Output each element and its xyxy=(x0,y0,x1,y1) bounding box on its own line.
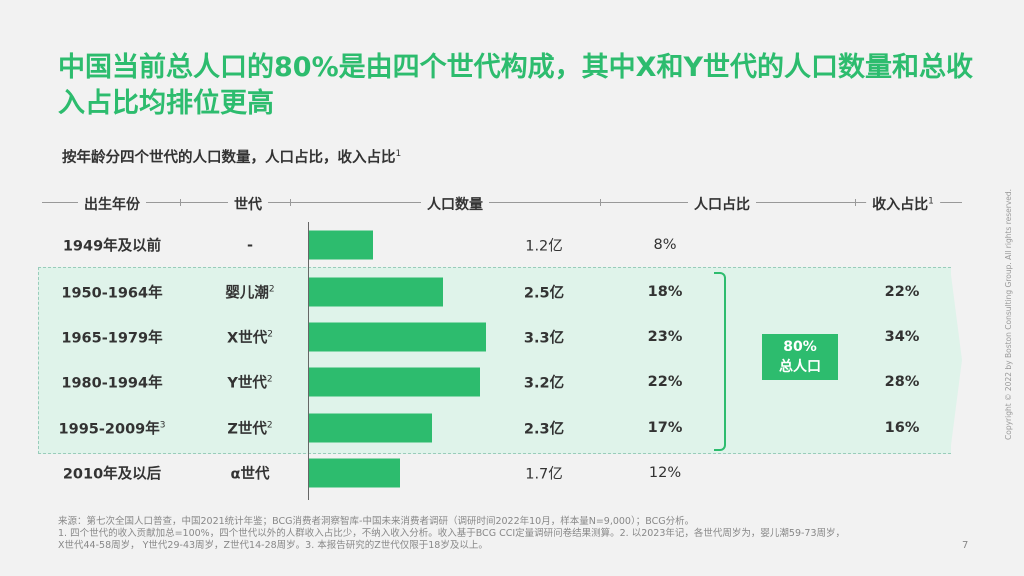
birth-text: 1995-2009年 xyxy=(58,421,160,438)
population-bar xyxy=(309,413,433,443)
generation: X世代2 xyxy=(227,327,273,348)
header-income-share: 收入占比1 xyxy=(866,194,940,214)
income-share-value: 28% xyxy=(884,374,920,390)
population-bar xyxy=(309,458,400,488)
divider-tick xyxy=(855,199,856,206)
footnote-ref: 1 xyxy=(928,196,934,207)
bar-axis xyxy=(308,222,309,500)
generation: Z世代2 xyxy=(227,418,272,439)
footnote-ref: 2 xyxy=(268,284,275,295)
footnote-ref: 2 xyxy=(266,374,273,385)
population-bar xyxy=(309,230,374,260)
birth-text: 1950-1964年 xyxy=(61,285,163,302)
total-pct: 80% xyxy=(783,339,817,355)
income-share-value: 16% xyxy=(884,420,920,436)
pop-share-value: 18% xyxy=(647,284,683,300)
bracket xyxy=(714,272,726,451)
pop-share-value: 12% xyxy=(648,465,682,481)
birth-text: 1949年及以前 xyxy=(62,238,162,255)
footnote-ref: 3 xyxy=(159,420,166,431)
birth-year: 1980-1994年 xyxy=(61,372,162,393)
chart-subtitle: 按年龄分四个世代的人口数量，人口占比，收入占比1 xyxy=(62,146,401,167)
population-value: 3.2亿 xyxy=(523,375,565,392)
gen-text: - xyxy=(246,237,254,254)
footnote-ref: 2 xyxy=(266,420,273,431)
header-pop-share: 人口占比 xyxy=(688,194,756,214)
birth-year: 2010年及以后 xyxy=(63,463,161,484)
income-share-value: 22% xyxy=(884,284,920,300)
birth-text: 1965-1979年 xyxy=(61,330,163,347)
gen-text: Z世代 xyxy=(227,421,267,438)
population-value: 2.3亿 xyxy=(523,421,565,438)
pop-share-value: 17% xyxy=(647,420,683,436)
population-bar xyxy=(309,322,486,352)
total-label: 总人口 xyxy=(779,359,821,375)
birth-text: 1980-1994年 xyxy=(61,375,163,392)
gen-text: Y世代 xyxy=(227,375,267,392)
pop-share-value: 22% xyxy=(647,374,683,390)
divider-tick xyxy=(180,199,181,206)
band-arrow-tip xyxy=(950,267,962,453)
population-bar xyxy=(309,367,481,397)
total-population-badge: 80% 总人口 xyxy=(762,334,838,380)
gen-text: α世代 xyxy=(230,466,270,483)
footnote-source: 来源：第七次全国人口普查，中国2021统计年鉴；BCG消费者洞察智库-中国未来消… xyxy=(58,516,695,527)
gen-text: 婴儿潮 xyxy=(225,285,269,302)
page-number: 7 xyxy=(962,540,969,551)
header-line xyxy=(42,202,962,203)
income-header-text: 收入占比 xyxy=(872,197,929,213)
birth-year: 1995-2009年3 xyxy=(59,418,166,439)
birth-year: 1950-1964年 xyxy=(61,282,162,303)
generation: α世代 xyxy=(231,463,270,484)
pop-share-value: 23% xyxy=(647,329,683,345)
footnote-ref: 2 xyxy=(267,329,273,340)
birth-text: 2010年及以后 xyxy=(62,466,162,483)
footnote-1: 1. 四个世代的收入贡献加总=100%，四个世代以外的人群收入占比少，不纳入收入… xyxy=(58,528,846,539)
slide-title: 中国当前总人口的80%是由四个世代构成，其中X和Y世代的人口数量和总收入占比均排… xyxy=(58,52,973,119)
population-value: 1.2亿 xyxy=(525,238,563,255)
birth-year: 1965-1979年 xyxy=(61,327,162,348)
pop-share-value: 8% xyxy=(653,237,677,253)
birth-year: 1949年及以前 xyxy=(63,235,161,256)
population-bar xyxy=(309,277,443,307)
income-share-value: 34% xyxy=(884,329,920,345)
population-value: 2.5亿 xyxy=(523,285,565,302)
divider-tick xyxy=(290,199,291,206)
gen-text: X世代 xyxy=(227,330,268,347)
header-generation: 世代 xyxy=(228,194,268,214)
population-value: 1.7亿 xyxy=(525,466,563,483)
footnote-2: X世代44-58周岁， Y世代29-43周岁，Z世代14-28周岁。3. 本报告… xyxy=(58,540,488,551)
footnotes: 来源：第七次全国人口普查，中国2021统计年鉴；BCG消费者洞察智库-中国未来消… xyxy=(58,516,958,552)
generation: Y世代2 xyxy=(227,372,272,393)
header-population: 人口数量 xyxy=(421,194,489,214)
footnote-ref: 1 xyxy=(395,149,402,160)
subtitle-text: 按年龄分四个世代的人口数量，人口占比，收入占比 xyxy=(62,150,396,166)
generation: 婴儿潮2 xyxy=(225,282,274,303)
copyright: Copyright © 2022 by Boston Consulting Gr… xyxy=(1004,188,1013,440)
generation: - xyxy=(246,237,254,254)
population-value: 3.3亿 xyxy=(523,330,565,347)
header-birth-year: 出生年份 xyxy=(78,194,146,214)
divider-tick xyxy=(600,199,601,206)
